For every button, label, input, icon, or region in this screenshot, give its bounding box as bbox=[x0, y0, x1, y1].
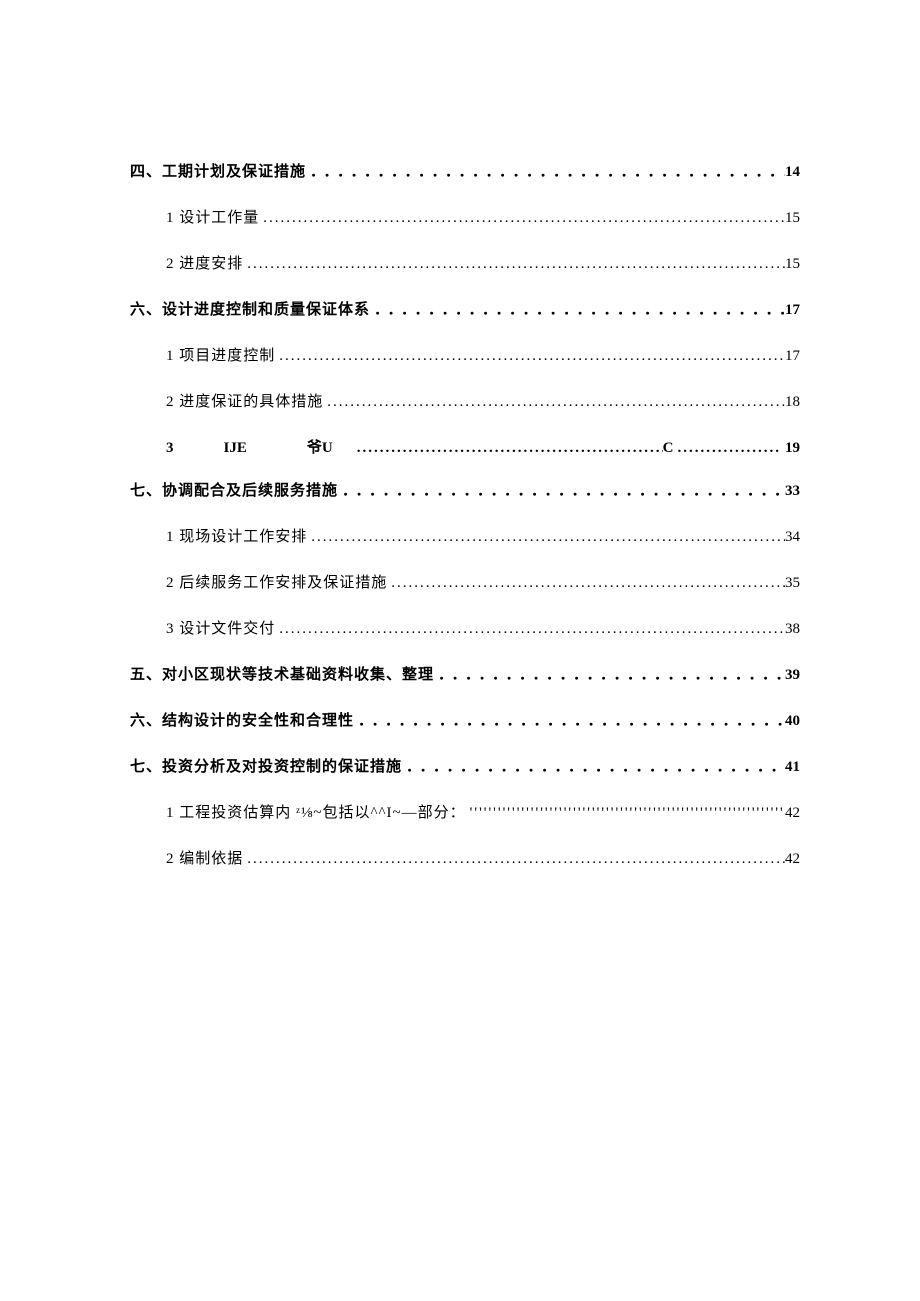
toc-entry-title: 六、设计进度控制和质量保证体系 bbox=[130, 298, 370, 322]
toc-leader: ........................................… bbox=[259, 206, 785, 230]
toc-entry-title: 2 后续服务工作安排及保证措施 bbox=[166, 571, 387, 595]
toc-page: 四、工期计划及保证措施．．．．．．．．．．．．．．．．．．．．．．．．．．．．．… bbox=[0, 0, 920, 871]
toc-entry-level2: 2 进度保证的具体措施.............................… bbox=[166, 390, 800, 414]
toc-entry-title: 1 项目进度控制 bbox=[166, 344, 275, 368]
toc-entry-page: 17 bbox=[785, 298, 800, 322]
toc-entry-page: 40 bbox=[785, 709, 800, 733]
toc-entry-page: 38 bbox=[785, 617, 800, 641]
toc-entry-level1: 五、对小区现状等技术基础资料收集、整理．．．．．．．．．．．．．．．．．．．．．… bbox=[130, 663, 800, 687]
toc-entry-level2: 2 进度安排..................................… bbox=[166, 252, 800, 276]
toc-entry-page: 33 bbox=[785, 479, 800, 503]
toc-entry-title: 五、对小区现状等技术基础资料收集、整理 bbox=[130, 663, 434, 687]
toc-entry-fragment: C bbox=[663, 440, 674, 457]
toc-entry-title: 四、工期计划及保证措施 bbox=[130, 160, 306, 184]
toc-entry-page: 35 bbox=[785, 571, 800, 595]
toc-leader: ．．．．．．．．．．．．．．．．．．．．．．．．．．．．．．．．．．．．．．．．… bbox=[354, 709, 785, 733]
toc-entry-level1: 七、协调配合及后续服务措施．．．．．．．．．．．．．．．．．．．．．．．．．．．… bbox=[130, 479, 800, 503]
toc-entry-level2: 1 设计工作量.................................… bbox=[166, 206, 800, 230]
toc-leader: ........................................… bbox=[307, 525, 785, 549]
toc-entry-page: 42 bbox=[785, 801, 800, 825]
toc-entry-title: 2 进度安排 bbox=[166, 252, 243, 276]
toc-entry-level2: 1 项目进度控制................................… bbox=[166, 344, 800, 368]
toc-entry-title: 七、投资分析及对投资控制的保证措施 bbox=[130, 755, 402, 779]
toc-leader: ........................................… bbox=[387, 571, 785, 595]
toc-entry-page: 14 bbox=[785, 160, 800, 184]
toc-leader: ........................................… bbox=[243, 252, 785, 276]
toc-entry-level2: 3 设计文件交付................................… bbox=[166, 617, 800, 641]
toc-entry-page: 42 bbox=[785, 847, 800, 871]
toc-entry-number: 3 bbox=[166, 440, 174, 457]
toc-leader: ．．．．．．．．．．．．．．．．．．．．．．．．．．．．．．．．．．．．．．．．… bbox=[338, 479, 785, 503]
toc-entry-level1: 四、工期计划及保证措施．．．．．．．．．．．．．．．．．．．．．．．．．．．．．… bbox=[130, 160, 800, 184]
toc-entry-level1: 六、结构设计的安全性和合理性．．．．．．．．．．．．．．．．．．．．．．．．．．… bbox=[130, 709, 800, 733]
toc-entry-level2: 1 现场设计工作安排..............................… bbox=[166, 525, 800, 549]
toc-entry-level2: 1 工程投资估算内 ᶻ⅛~包括以^^I~—部分：''''''''''''''''… bbox=[166, 801, 800, 825]
toc-leader: ．．．．．．．．．．．．．．．．．．．．．．．．．．．．．．．．．．．．．．．．… bbox=[306, 160, 785, 184]
toc-entry-title: 1 工程投资估算内 ᶻ⅛~包括以^^I~—部分： bbox=[166, 801, 466, 825]
toc-entry-page: 15 bbox=[785, 206, 800, 230]
toc-leader: ........................................… bbox=[275, 617, 785, 641]
toc-leader: ．．．．．．．．．．．．．．．．．．．．．．．．．．．．．．．．．．．．．．．．… bbox=[370, 298, 785, 322]
toc-entry-level2: 2 编制依据..................................… bbox=[166, 847, 800, 871]
toc-entry-page: 41 bbox=[785, 755, 800, 779]
toc-entry-level2: 2 后续服务工作安排及保证措施.........................… bbox=[166, 571, 800, 595]
toc-entry-page: 15 bbox=[785, 252, 800, 276]
toc-entry-page: 39 bbox=[785, 663, 800, 687]
toc-entry-title: 1 现场设计工作安排 bbox=[166, 525, 307, 549]
toc-entry-page: 18 bbox=[785, 390, 800, 414]
table-of-contents: 四、工期计划及保证措施．．．．．．．．．．．．．．．．．．．．．．．．．．．．．… bbox=[130, 160, 800, 871]
toc-entry-title: 3 设计文件交付 bbox=[166, 617, 275, 641]
toc-leader: .................. bbox=[674, 440, 786, 457]
toc-entry-page: 34 bbox=[785, 525, 800, 549]
toc-leader: ．．．．．．．．．．．．．．．．．．．．．．．．．．．．．．．．．．．．．．．．… bbox=[402, 755, 785, 779]
toc-entry-page: 17 bbox=[785, 344, 800, 368]
toc-entry-title: 六、结构设计的安全性和合理性 bbox=[130, 709, 354, 733]
toc-entry-fragment: 爷U bbox=[307, 436, 333, 457]
toc-leader: ........................................… bbox=[353, 440, 663, 457]
toc-entry-special: 3 IJE 爷U..................................… bbox=[166, 436, 800, 457]
toc-entry-fragment: IJE bbox=[224, 440, 247, 457]
toc-leader: ........................................… bbox=[323, 390, 785, 414]
toc-entry-title: 七、协调配合及后续服务措施 bbox=[130, 479, 338, 503]
toc-entry-level1: 七、投资分析及对投资控制的保证措施．．．．．．．．．．．．．．．．．．．．．．．… bbox=[130, 755, 800, 779]
toc-leader: ........................................… bbox=[275, 344, 785, 368]
toc-entry-level1: 六、设计进度控制和质量保证体系．．．．．．．．．．．．．．．．．．．．．．．．．… bbox=[130, 298, 800, 322]
toc-leader: ''''''''''''''''''''''''''''''''''''''''… bbox=[466, 801, 785, 825]
toc-entry-title: 2 编制依据 bbox=[166, 847, 243, 871]
toc-leader: ........................................… bbox=[243, 847, 785, 871]
toc-entry-title: 2 进度保证的具体措施 bbox=[166, 390, 323, 414]
toc-entry-title: 1 设计工作量 bbox=[166, 206, 259, 230]
toc-entry-page: 19 bbox=[785, 440, 800, 457]
toc-leader: ．．．．．．．．．．．．．．．．．．．．．．．．．．．．．．．．．．．．．．．．… bbox=[434, 663, 785, 687]
